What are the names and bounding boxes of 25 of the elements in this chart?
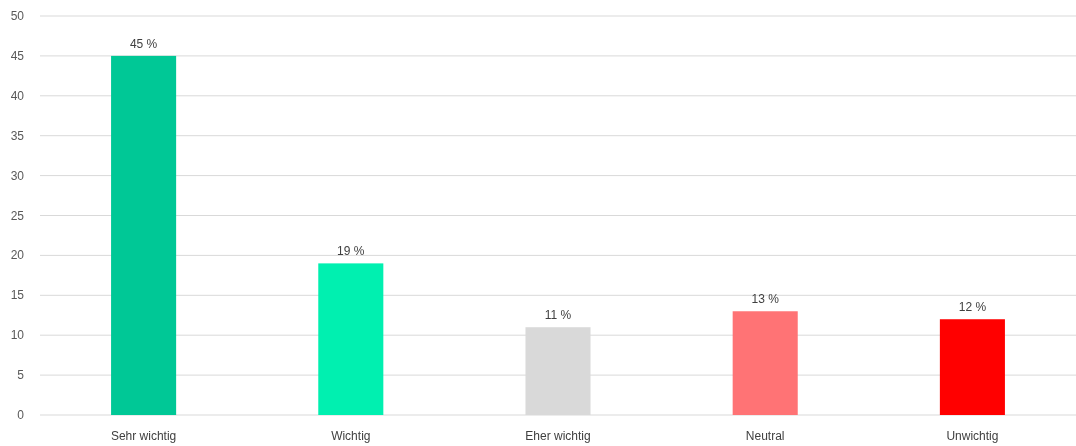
data-label: 11 % bbox=[544, 308, 572, 323]
y-tick-label: 30 bbox=[10, 168, 25, 183]
y-tick-label: 50 bbox=[10, 9, 25, 23]
x-tick-label: Neutral bbox=[745, 429, 785, 443]
y-tick-label: 40 bbox=[10, 88, 25, 103]
y-tick-label: 0 bbox=[17, 408, 25, 422]
y-tick-label: 35 bbox=[10, 128, 25, 143]
y-tick-label: 5 bbox=[17, 368, 25, 383]
x-tick-label: Sehr wichtig bbox=[110, 429, 177, 443]
y-tick-label: 10 bbox=[10, 328, 25, 343]
y-tick-label: 20 bbox=[10, 248, 25, 263]
y-tick-label: 25 bbox=[10, 208, 25, 223]
data-label: 12 % bbox=[958, 300, 987, 315]
data-label: 19 % bbox=[337, 244, 365, 259]
bar bbox=[318, 263, 384, 415]
x-tick-label: Unwichtig bbox=[946, 429, 999, 443]
bar bbox=[732, 311, 798, 415]
y-tick-label: 45 bbox=[10, 48, 25, 63]
bar bbox=[111, 55, 177, 415]
x-tick-label: Wichtig bbox=[331, 429, 371, 443]
y-tick-label: 15 bbox=[10, 288, 25, 303]
data-label: 45 % bbox=[129, 36, 158, 51]
x-tick-label: Eher wichtig bbox=[525, 429, 591, 443]
data-label: 13 % bbox=[751, 292, 780, 307]
bar bbox=[939, 319, 1005, 415]
